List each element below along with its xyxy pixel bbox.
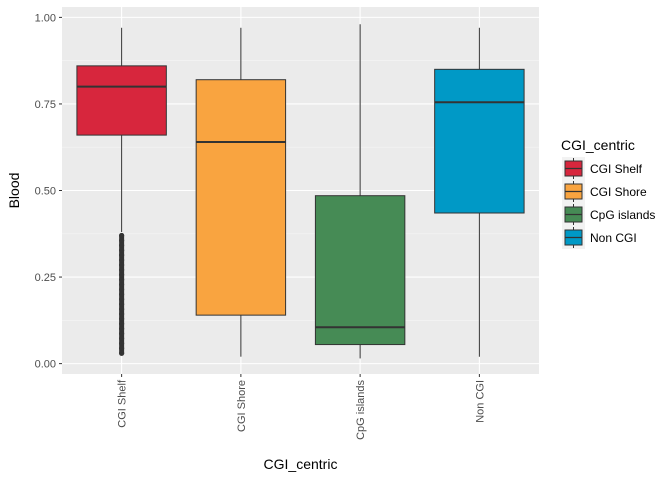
- box-non-cgi: [434, 27, 525, 357]
- legend-label: CGI Shelf: [590, 162, 643, 176]
- legend-item-cpg-islands: CpG islands: [562, 203, 655, 226]
- legend: CGI_centric CGI Shelf CGI Shore CpG island…: [561, 137, 655, 249]
- outlier-point: [119, 232, 125, 239]
- y-tick-label: 0.50: [35, 186, 56, 198]
- outlier-point: [119, 291, 125, 297]
- outlier-point: [119, 267, 125, 273]
- outlier-point: [119, 326, 125, 332]
- outlier-point: [119, 242, 125, 248]
- box-cgi-shore: [195, 27, 287, 357]
- y-axis-title: Blood: [6, 173, 22, 209]
- outlier-point: [119, 321, 125, 327]
- legend-label: CGI Shore: [590, 185, 647, 199]
- y-tick-label: 0.75: [35, 99, 56, 111]
- outlier-point: [119, 306, 125, 312]
- box-cgi-shelf: [76, 27, 167, 356]
- x-axis-title: CGI_centric: [264, 456, 338, 472]
- box-series: [76, 24, 525, 359]
- outlier-point: [119, 311, 125, 317]
- legend-title: CGI_centric: [561, 137, 635, 153]
- x-axis: CGI Shelf CGI Shore CpG islands Non CGI: [117, 374, 486, 440]
- box-body: [434, 68, 525, 214]
- box-body: [76, 65, 167, 136]
- outlier-point: [119, 252, 125, 258]
- y-tick-label: 1.00: [35, 12, 56, 24]
- box-cpg-islands: [314, 24, 406, 359]
- y-axis: 0.00 0.25 0.50 0.75 1.00: [35, 12, 62, 371]
- legend-label: Non CGI: [590, 231, 637, 245]
- outlier-point: [119, 331, 125, 337]
- legend-label: CpG islands: [590, 208, 655, 222]
- outlier-point: [119, 296, 125, 302]
- outlier-point: [119, 237, 125, 244]
- outlier-point: [119, 277, 125, 283]
- box-body: [314, 195, 406, 346]
- outlier-point: [119, 301, 125, 307]
- legend-item-cgi-shore: CGI Shore: [562, 180, 647, 203]
- outlier-point: [119, 345, 125, 351]
- legend-item-cgi-shelf: CGI Shelf: [562, 157, 643, 180]
- outlier-point: [119, 340, 125, 347]
- x-tick-label: CpG islands: [355, 380, 367, 440]
- x-tick-label: Non CGI: [474, 380, 486, 423]
- outlier-point: [119, 335, 125, 342]
- outlier-point: [119, 316, 125, 322]
- outlier-point: [119, 257, 125, 263]
- outlier-point: [119, 272, 125, 278]
- x-tick-label: CGI Shelf: [117, 379, 129, 428]
- outlier-point: [119, 247, 125, 253]
- outlier-point: [119, 350, 125, 356]
- y-tick-label: 0.25: [35, 272, 56, 284]
- x-tick-label: CGI Shore: [236, 380, 248, 432]
- box-body: [195, 79, 287, 316]
- y-tick-label: 0.00: [35, 359, 56, 371]
- outlier-point: [119, 262, 125, 268]
- outlier-point: [119, 281, 125, 288]
- legend-item-non-cgi: Non CGI: [562, 226, 637, 249]
- outlier-point: [119, 286, 125, 293]
